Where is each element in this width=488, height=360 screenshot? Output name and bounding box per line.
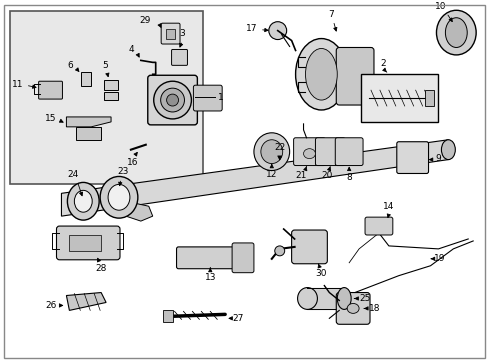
Ellipse shape [253, 133, 289, 171]
Text: 20: 20 [321, 171, 332, 180]
Text: 13: 13 [204, 273, 216, 282]
Text: 4: 4 [128, 45, 134, 54]
Ellipse shape [297, 288, 317, 309]
FancyBboxPatch shape [176, 247, 238, 269]
FancyBboxPatch shape [193, 85, 222, 111]
Ellipse shape [295, 39, 346, 110]
Ellipse shape [268, 22, 286, 40]
Text: 15: 15 [45, 114, 57, 123]
Bar [424, 90, 434, 106]
FancyBboxPatch shape [293, 138, 325, 166]
Text: 21: 21 [295, 171, 306, 180]
FancyBboxPatch shape [291, 230, 326, 264]
Text: 26: 26 [45, 301, 57, 310]
Polygon shape [66, 117, 111, 127]
Text: 9: 9 [435, 154, 440, 163]
Text: 28: 28 [95, 264, 106, 273]
Ellipse shape [161, 88, 184, 112]
Text: 3: 3 [179, 28, 185, 37]
Ellipse shape [441, 140, 454, 159]
Text: 30: 30 [315, 269, 326, 278]
Ellipse shape [166, 94, 178, 106]
Polygon shape [61, 140, 447, 216]
FancyBboxPatch shape [365, 217, 392, 235]
Bar [104, 80, 118, 90]
FancyBboxPatch shape [232, 243, 253, 273]
Ellipse shape [260, 140, 282, 163]
Ellipse shape [346, 303, 358, 313]
Ellipse shape [153, 81, 191, 119]
Ellipse shape [303, 149, 315, 159]
Text: 10: 10 [434, 2, 445, 11]
Text: 17: 17 [246, 24, 257, 33]
FancyBboxPatch shape [161, 23, 180, 44]
FancyBboxPatch shape [147, 75, 197, 125]
Ellipse shape [100, 176, 138, 218]
FancyBboxPatch shape [396, 142, 427, 174]
Text: 14: 14 [383, 202, 394, 211]
Text: 27: 27 [232, 314, 243, 323]
Bar [69, 235, 101, 251]
FancyBboxPatch shape [336, 48, 373, 105]
FancyBboxPatch shape [315, 138, 345, 166]
Text: 16: 16 [127, 158, 139, 167]
Ellipse shape [274, 246, 284, 256]
Text: 25: 25 [358, 294, 370, 303]
Text: 24: 24 [68, 170, 79, 179]
Text: 1: 1 [218, 93, 224, 102]
Bar [165, 29, 174, 39]
Bar [163, 310, 172, 322]
Ellipse shape [436, 10, 475, 55]
Polygon shape [66, 293, 106, 310]
Ellipse shape [67, 183, 99, 220]
Text: 8: 8 [346, 174, 351, 183]
FancyBboxPatch shape [336, 293, 369, 324]
Text: 18: 18 [368, 304, 380, 313]
Text: 5: 5 [102, 61, 108, 70]
Bar [360, 74, 438, 122]
Text: 2: 2 [379, 59, 385, 68]
Text: 12: 12 [265, 170, 277, 179]
Text: 7: 7 [328, 10, 333, 19]
FancyBboxPatch shape [39, 81, 62, 99]
Bar [81, 72, 91, 86]
FancyBboxPatch shape [57, 226, 120, 260]
Text: 6: 6 [67, 61, 73, 70]
Text: 29: 29 [139, 16, 150, 25]
Ellipse shape [445, 18, 466, 48]
Bar [10, 11, 203, 184]
FancyBboxPatch shape [171, 49, 187, 66]
FancyBboxPatch shape [335, 138, 362, 166]
Polygon shape [126, 201, 152, 221]
Text: 23: 23 [117, 167, 128, 176]
Ellipse shape [108, 184, 130, 210]
Text: 11: 11 [12, 80, 24, 89]
Ellipse shape [337, 288, 350, 309]
Polygon shape [76, 127, 101, 140]
Ellipse shape [74, 190, 92, 212]
Ellipse shape [305, 49, 337, 100]
Bar [104, 92, 118, 100]
Text: 19: 19 [432, 254, 444, 263]
Text: 22: 22 [274, 143, 285, 152]
